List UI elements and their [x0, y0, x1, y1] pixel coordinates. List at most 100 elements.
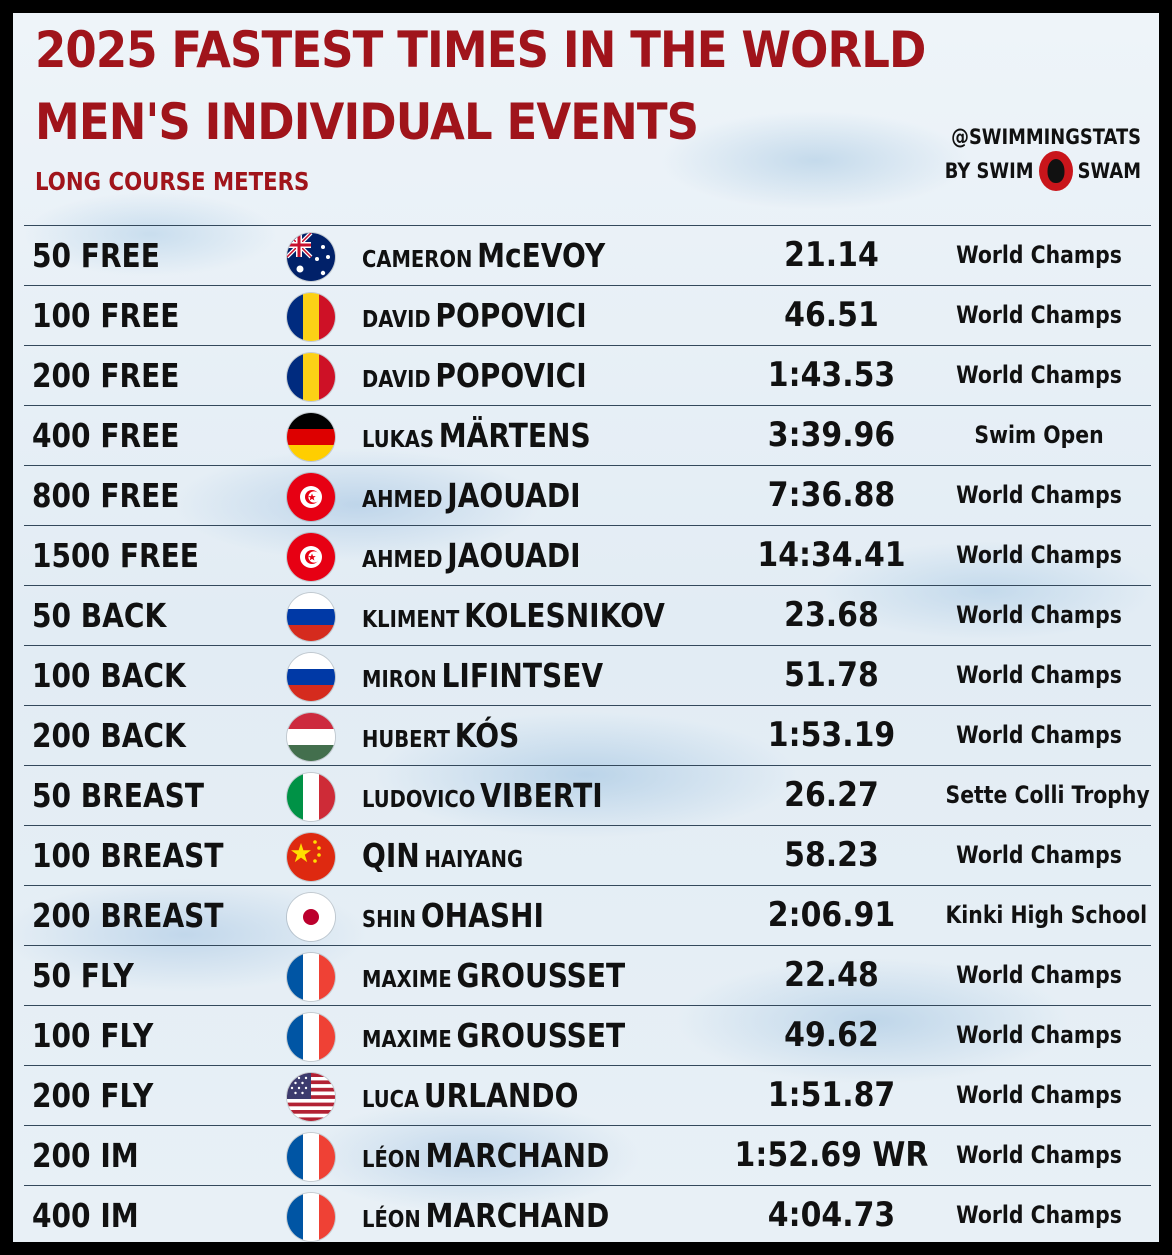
swimmer-first-name: HAIYANG — [424, 847, 524, 873]
swim-time: 7:36.88 — [767, 475, 896, 515]
meet-name: World Champs — [956, 1141, 1122, 1169]
meet-name: World Champs — [956, 721, 1122, 749]
swim-time: 14:34.41 — [757, 535, 906, 575]
germany-flag-icon — [287, 413, 335, 461]
meet-name: World Champs — [956, 661, 1122, 689]
event-name: 50 BACK — [32, 596, 167, 635]
swimmer-name: MAXIME GROUSSET — [362, 946, 625, 1005]
hungary-flag-icon — [287, 713, 335, 761]
swimmer-last-name: LIFINTSEV — [441, 656, 604, 695]
swimmer-first-name: LUDOVICO — [362, 787, 476, 813]
table-row: 200 BACK HUBERT KÓS 1:53.19 World Champs — [24, 705, 1151, 765]
meet-name: World Champs — [956, 1201, 1122, 1229]
france-flag-icon — [287, 1013, 335, 1061]
table-row: 100 BREAST QIN HAIYANG 58.23 World Champs — [24, 825, 1151, 885]
meet-name: Kinki High School — [945, 901, 1148, 929]
swim-time: 22.48 — [784, 955, 879, 995]
swimmer-first-name: CAMERON — [362, 247, 473, 273]
swimmer-first-name: LÉON — [362, 1147, 421, 1173]
swim-time: 51.78 — [784, 655, 879, 695]
meet-name: World Champs — [956, 841, 1122, 869]
subtitle: LONG COURSE METERS — [35, 167, 310, 196]
swimmer-first-name: AHMED — [362, 547, 443, 573]
swimmer-first-name: MAXIME — [362, 1027, 452, 1053]
swimmer-name: LÉON MARCHAND — [362, 1126, 609, 1185]
swimmer-last-name: MARCHAND — [425, 1196, 610, 1235]
event-name: 200 IM — [32, 1136, 139, 1175]
italy-flag-icon — [287, 773, 335, 821]
swimmer-first-name: LÉON — [362, 1207, 421, 1233]
swimmer-first-name: HUBERT — [362, 727, 451, 753]
swimmer-name: DAVID POPOVICI — [362, 286, 587, 345]
event-name: 200 BACK — [32, 716, 186, 755]
event-name: 100 FLY — [32, 1016, 154, 1055]
table-row: 400 IM LÉON MARCHAND 4:04.73 World Champs — [24, 1185, 1151, 1242]
swimmer-first-name: LUKAS — [362, 427, 434, 453]
table-row: 100 FLY MAXIME GROUSSET 49.62 World Champs — [24, 1005, 1151, 1065]
tunisia-flag-icon — [287, 473, 335, 521]
meet-name: World Champs — [956, 541, 1122, 569]
results-table: 50 FREE CAMERON McEVOY 21.14 World Champs 10… — [24, 225, 1151, 1242]
swimmer-name: LUKAS MÄRTENS — [362, 406, 591, 465]
swimmer-last-name: POPOVICI — [435, 356, 587, 395]
swimmer-last-name: OHASHI — [420, 896, 544, 935]
russia-flag-icon — [287, 593, 335, 641]
meet-name: World Champs — [956, 481, 1122, 509]
swim-time: 58.23 — [784, 835, 879, 875]
event-name: 200 BREAST — [32, 896, 224, 935]
swimmer-name: MIRON LIFINTSEV — [362, 646, 603, 705]
swimmer-first-name: MIRON — [362, 667, 437, 693]
table-row: 50 BACK KLIMENT KOLESNIKOV 23.68 World Cham… — [24, 585, 1151, 645]
swimmer-name: KLIMENT KOLESNIKOV — [362, 586, 665, 645]
table-row: 200 FLY LUCA URLANDO 1:51.87 World Champs — [24, 1065, 1151, 1125]
meet-name: World Champs — [956, 961, 1122, 989]
swimmer-last-name: JAOUADI — [447, 536, 581, 575]
swimmer-first-name: KLIMENT — [362, 607, 460, 633]
swimmer-last-name: QIN — [362, 836, 420, 875]
meet-name: World Champs — [956, 361, 1122, 389]
swim-time: 46.51 — [784, 295, 879, 335]
table-row: 50 FREE CAMERON McEVOY 21.14 World Champs — [24, 225, 1151, 285]
table-row: 200 FREE DAVID POPOVICI 1:43.53 World Champ… — [24, 345, 1151, 405]
swimmer-first-name: DAVID — [362, 307, 431, 333]
swimmer-first-name: LUCA — [362, 1087, 420, 1113]
swim-time: 23.68 — [784, 595, 879, 635]
table-row: 50 FLY MAXIME GROUSSET 22.48 World Champs — [24, 945, 1151, 1005]
title-line-2: MEN'S INDIVIDUAL EVENTS — [35, 93, 699, 151]
france-flag-icon — [287, 1133, 335, 1181]
swimmer-name: AHMED JAOUADI — [362, 526, 581, 585]
swimmer-last-name: POPOVICI — [435, 296, 587, 335]
swimmer-name: AHMED JAOUADI — [362, 466, 581, 525]
swimmer-name: SHIN OHASHI — [362, 886, 544, 945]
tunisia-flag-icon — [287, 533, 335, 581]
swimmer-name: HUBERT KÓS — [362, 706, 519, 765]
event-name: 100 BACK — [32, 656, 186, 695]
swim-time: 26.27 — [784, 775, 879, 815]
event-name: 1500 FREE — [32, 536, 199, 575]
swimmer-name: LÉON MARCHAND — [362, 1186, 610, 1242]
swim-time: 21.14 — [784, 235, 879, 275]
russia-flag-icon — [287, 653, 335, 701]
swimmer-first-name: SHIN — [362, 907, 417, 933]
meet-name: World Champs — [956, 241, 1122, 269]
swimmer-last-name: KOLESNIKOV — [464, 596, 665, 635]
swim-time: 2:06.91 — [767, 895, 896, 935]
swim-time: 4:04.73 — [767, 1195, 896, 1235]
france-flag-icon — [287, 1193, 335, 1241]
china-flag-icon — [287, 833, 335, 881]
swimmer-last-name: JAOUADI — [447, 476, 581, 515]
meet-name: Swim Open — [974, 421, 1104, 449]
event-name: 50 BREAST — [32, 776, 204, 815]
swim-time: 3:39.96 — [767, 415, 896, 455]
table-row: 200 BREAST SHIN OHASHI 2:06.91 Kinki High S… — [24, 885, 1151, 945]
swimmer-last-name: VIBERTI — [480, 776, 603, 815]
swimmer-name: LUCA URLANDO — [362, 1066, 578, 1125]
swimmer-last-name: MÄRTENS — [438, 416, 591, 455]
event-name: 200 FREE — [32, 356, 180, 395]
swim-time: 1:52.69 WR — [734, 1135, 929, 1175]
brand-handle: @SWIMMINGSTATS — [951, 125, 1141, 149]
meet-name: World Champs — [956, 1081, 1122, 1109]
swimmer-first-name: MAXIME — [362, 967, 452, 993]
table-row: 400 FREE LUKAS MÄRTENS 3:39.96 Swim Open — [24, 405, 1151, 465]
swimmer-name: CAMERON McEVOY — [362, 226, 605, 285]
